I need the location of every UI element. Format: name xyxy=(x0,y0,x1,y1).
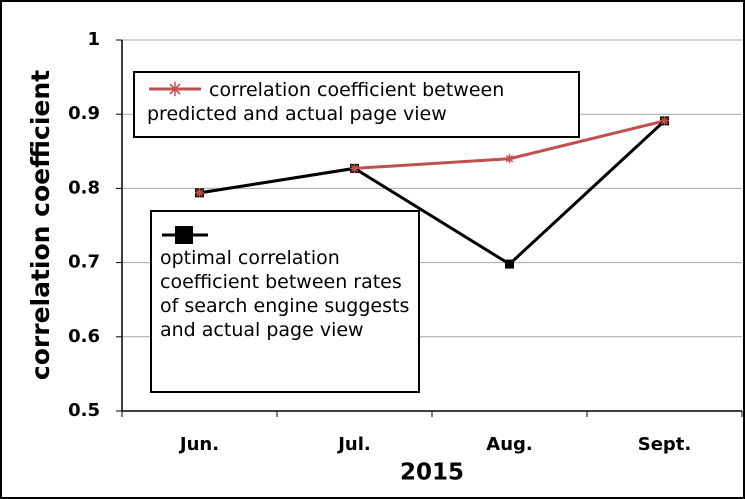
legend-label: optimal correlation coefficient between … xyxy=(160,247,410,341)
x-axis-label: 2015 xyxy=(400,460,464,486)
x-tick-label: Sept. xyxy=(638,434,692,455)
y-tick-label: 0.7 xyxy=(68,252,100,273)
legend-swatch xyxy=(162,226,208,244)
marker xyxy=(350,163,359,173)
x-tick-label: Aug. xyxy=(486,434,532,455)
y-tick-label: 1 xyxy=(87,29,100,50)
marker xyxy=(660,116,669,126)
y-tick-label: 0.8 xyxy=(68,177,100,198)
marker xyxy=(167,81,183,97)
marker xyxy=(505,154,514,164)
legend-swatch xyxy=(149,81,201,97)
legend-label: correlation coefficient between predicte… xyxy=(147,79,505,125)
y-tick-label: 0.6 xyxy=(68,326,100,347)
legend: optimal correlation coefficient between … xyxy=(150,210,420,393)
series-line xyxy=(199,119,666,266)
y-axis-label: correlation coefficient xyxy=(26,70,55,380)
legend: correlation coefficient between predicte… xyxy=(133,71,580,138)
x-tick-label: Jun. xyxy=(178,434,219,455)
y-tick-label: 0.9 xyxy=(68,103,100,124)
x-tick-label: Jul. xyxy=(336,434,371,455)
marker xyxy=(195,188,204,198)
marker xyxy=(175,226,193,244)
y-tick-label: 0.5 xyxy=(68,400,100,421)
